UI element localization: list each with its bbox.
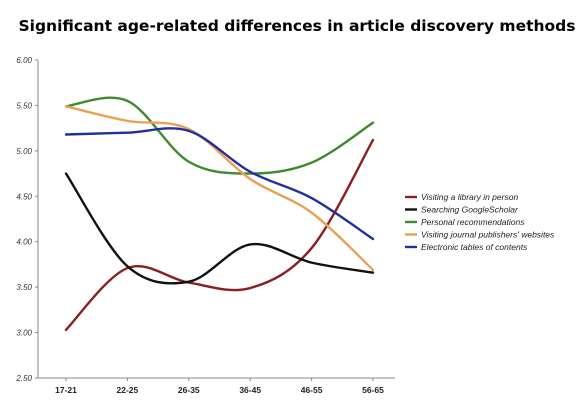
series-line-1: [66, 140, 373, 330]
legend-label: Personal recommendations: [421, 217, 525, 227]
legend-label: Searching GoogleScholar: [421, 205, 519, 215]
series-line-2: [66, 174, 373, 284]
x-tick-label: 17-21: [55, 385, 77, 395]
x-tick-label: 46-55: [301, 385, 323, 395]
legend-label: Visiting a library in person: [421, 192, 518, 202]
legend: Visiting a library in person Searching Go…: [405, 192, 555, 252]
legend-label: Visiting journal publishers' websites: [421, 230, 555, 240]
y-tick-label: 3.50: [16, 283, 32, 292]
series-lines: [66, 98, 373, 330]
y-tick-label: 4.50: [16, 192, 32, 201]
chart-title: Significant age-related differences in a…: [18, 17, 575, 35]
y-tick-label: 6.00: [16, 56, 32, 65]
x-tick-label: 22-25: [117, 385, 139, 395]
y-tick-label: 4.00: [16, 238, 32, 247]
series-line-3: [66, 98, 373, 174]
x-tick-label: 56-65: [362, 385, 384, 395]
series-line-4: [66, 106, 373, 270]
y-tick-label: 5.50: [16, 101, 32, 110]
x-tick-label: 36-45: [239, 385, 261, 395]
legend-label: Electronic tables of contents: [421, 242, 528, 252]
y-tick-label: 5.00: [16, 147, 32, 156]
x-tick-label: 26-35: [178, 385, 200, 395]
series-line-5: [66, 128, 373, 239]
y-tick-label: 2.50: [15, 374, 32, 383]
y-tick-label: 3.00: [16, 329, 32, 338]
